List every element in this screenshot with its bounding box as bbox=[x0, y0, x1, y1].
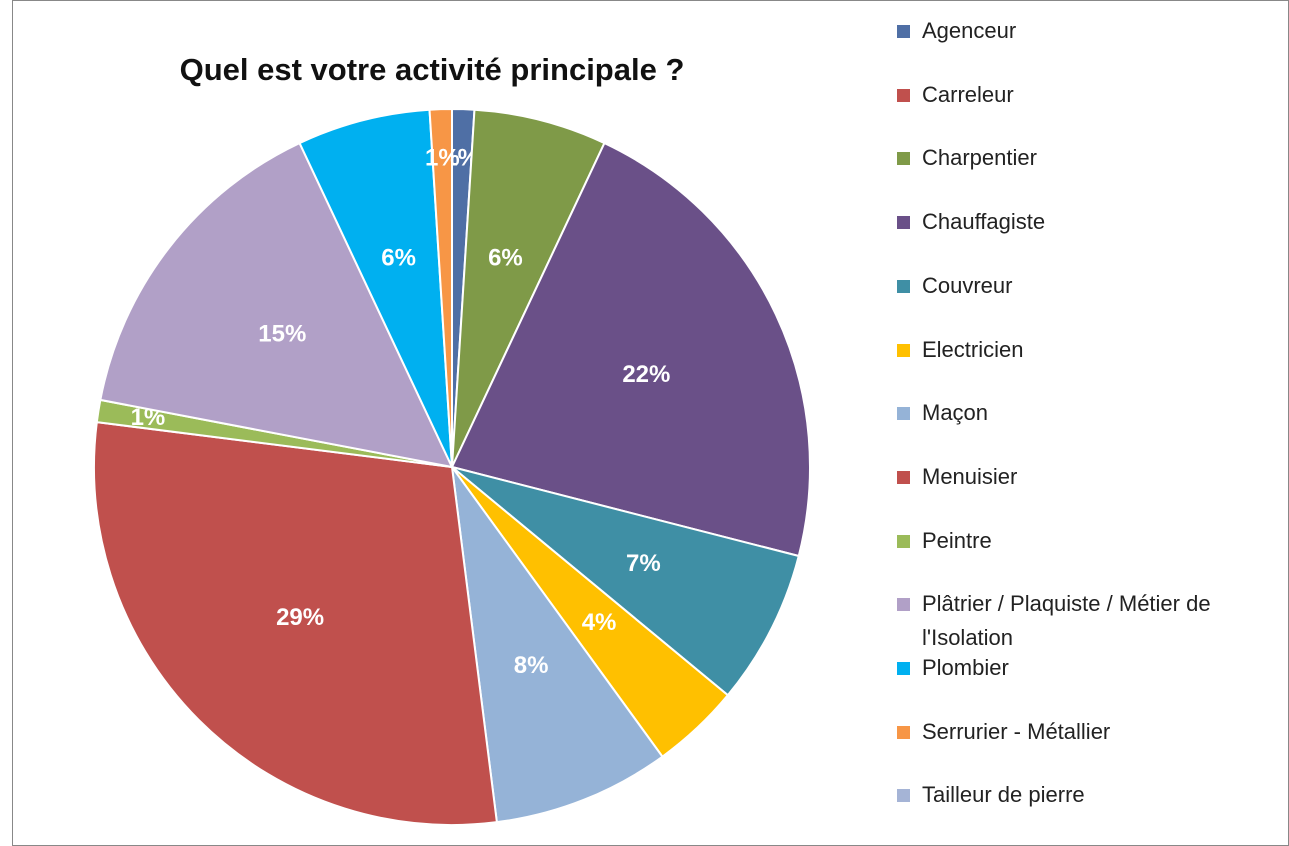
legend-item: Carreleur bbox=[897, 78, 1282, 112]
legend-item: Charpentier bbox=[897, 141, 1282, 175]
legend-label: Plâtrier / Plaquiste / Métier de l'Isola… bbox=[922, 591, 1211, 651]
data-label: 8% bbox=[514, 652, 549, 679]
legend-label: Serrurier - Métallier bbox=[922, 718, 1111, 744]
chart-title: Quel est votre activité principale ? bbox=[180, 52, 685, 87]
legend-item: Couvreur bbox=[897, 269, 1282, 303]
legend-item: Serrurier - Métallier bbox=[897, 715, 1282, 749]
pie-slice bbox=[450, 141, 811, 558]
legend-label: Maçon bbox=[922, 400, 989, 426]
pie-slice bbox=[298, 108, 453, 468]
legend-label: Menuisier bbox=[922, 463, 1018, 489]
legend-item: Agenceur bbox=[897, 14, 1282, 48]
legend-swatch bbox=[897, 216, 910, 230]
legend-swatch bbox=[897, 88, 910, 102]
legend-item: Chauffagiste bbox=[897, 205, 1282, 239]
legend-item: Tailleur de pierre bbox=[897, 778, 1282, 812]
legend-swatch bbox=[897, 343, 910, 357]
legend-label: Peintre bbox=[922, 527, 992, 553]
legend-swatch bbox=[897, 152, 910, 166]
legend-swatch bbox=[897, 534, 910, 548]
legend-label: Electricien bbox=[922, 336, 1024, 362]
legend-swatch bbox=[897, 407, 910, 421]
legend-item: Electricien bbox=[897, 333, 1282, 367]
data-label: 6% bbox=[488, 244, 523, 271]
legend-swatch bbox=[897, 470, 910, 484]
legend-swatch bbox=[897, 279, 910, 293]
data-label: 7% bbox=[626, 550, 661, 577]
legend-swatch bbox=[897, 25, 910, 38]
legend-item: Plâtrier / Plaquiste / Métier de l'Isola… bbox=[897, 587, 1282, 655]
data-label: 29% bbox=[276, 604, 324, 631]
data-label: 15% bbox=[258, 321, 306, 348]
legend-item: Maçon bbox=[897, 396, 1282, 430]
pie-slice bbox=[451, 466, 664, 824]
pie-slice bbox=[428, 107, 453, 468]
legend-label: Charpentier bbox=[922, 145, 1037, 171]
legend-label: Agenceur bbox=[922, 18, 1017, 43]
data-label: 22% bbox=[622, 361, 670, 388]
legend-item: Peintre bbox=[897, 524, 1282, 558]
data-label: 6% bbox=[381, 244, 416, 271]
legend-label: Tailleur de pierre bbox=[922, 782, 1085, 808]
pie-slice bbox=[93, 421, 498, 826]
pie-slice bbox=[451, 108, 606, 468]
legend-swatch bbox=[897, 598, 910, 612]
pie-slice bbox=[99, 141, 454, 469]
legend-label: Carreleur bbox=[922, 81, 1014, 107]
legend-swatch bbox=[897, 662, 910, 675]
legend-swatch bbox=[897, 725, 910, 739]
data-label: 1% bbox=[425, 145, 460, 172]
legend-item: Plombier bbox=[897, 651, 1282, 685]
legend-label: Couvreur bbox=[922, 272, 1013, 298]
pie-slice bbox=[451, 466, 800, 697]
data-label: 4% bbox=[582, 609, 617, 636]
legend-label: Plombier bbox=[922, 655, 1009, 680]
legend-label: Chauffagiste bbox=[922, 209, 1046, 235]
legend-swatch bbox=[897, 789, 910, 803]
legend-item: Menuisier bbox=[897, 460, 1282, 494]
